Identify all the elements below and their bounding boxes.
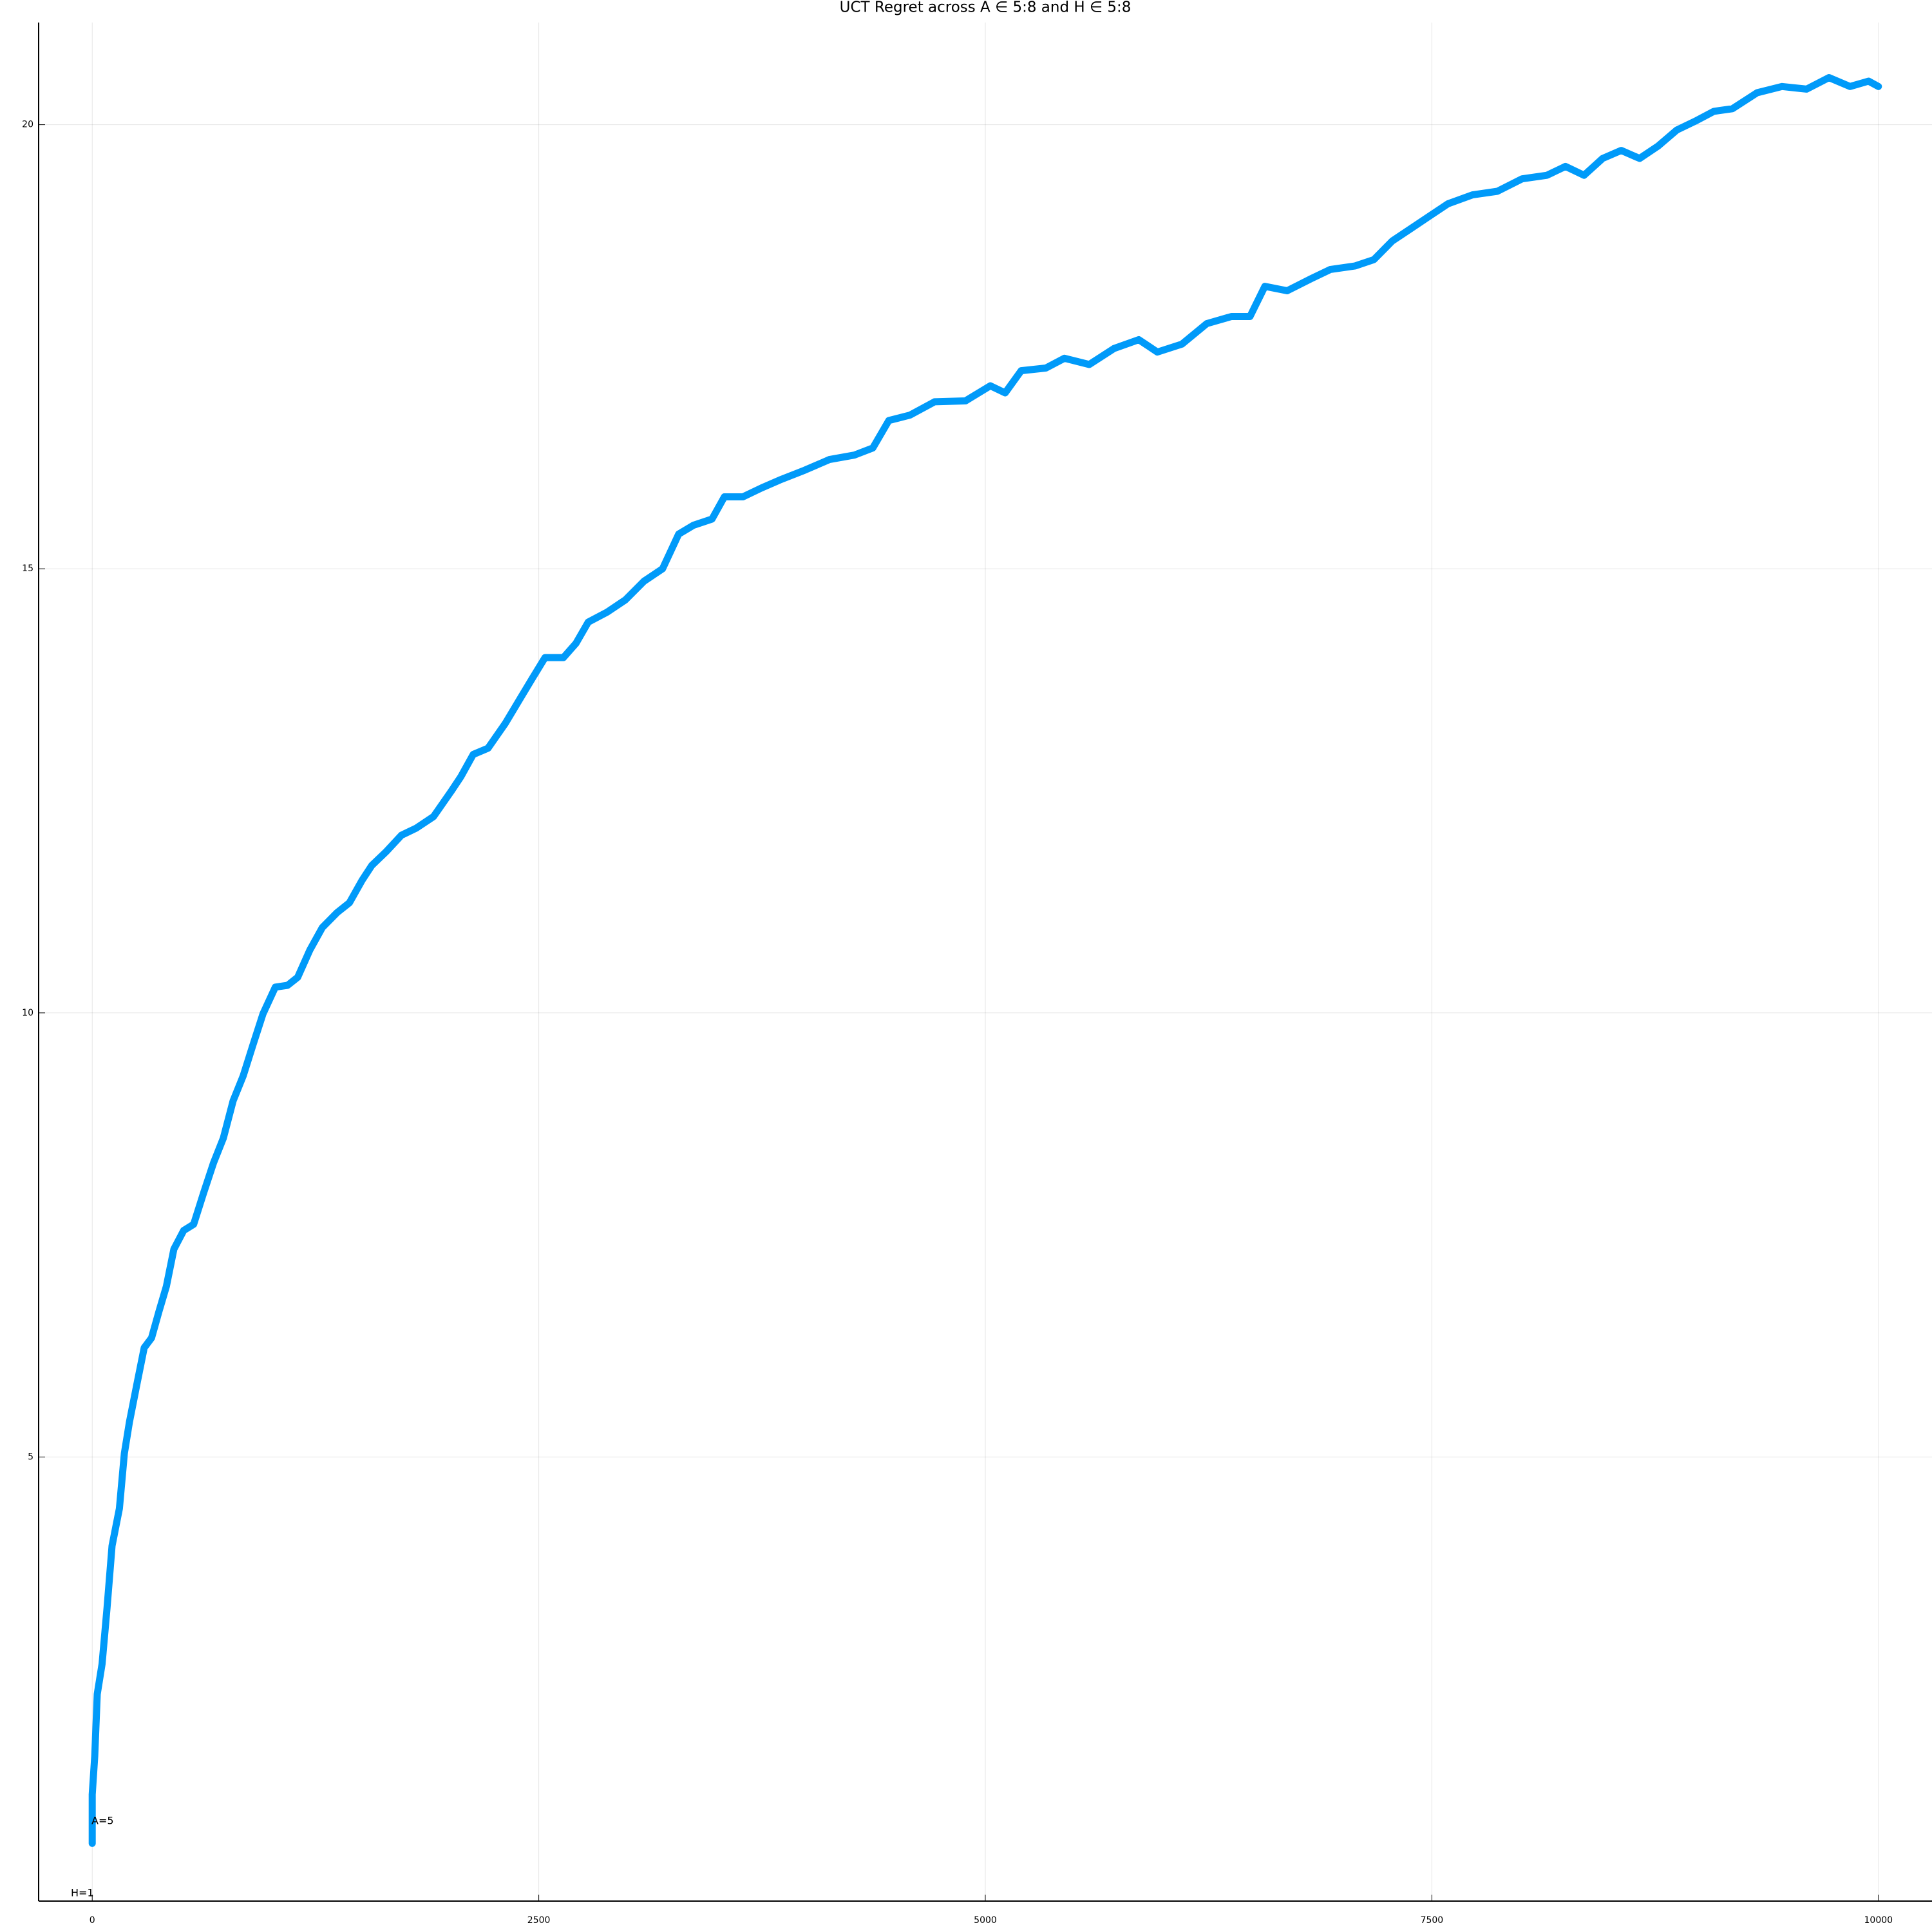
annotation: H=1 xyxy=(71,1887,94,1899)
y-tick-label: 10 xyxy=(22,1008,33,1018)
y-tick-label: 20 xyxy=(22,120,33,130)
data-line xyxy=(88,74,1882,1847)
x-tick-label: 7500 xyxy=(1421,1915,1444,1926)
chart-title: UCT Regret across A ∈ 5:8 and H ∈ 5:8 xyxy=(840,0,1132,16)
y-tick-label: 15 xyxy=(22,564,33,574)
annotation: A=5 xyxy=(91,1815,114,1827)
x-tick-label: 0 xyxy=(90,1915,95,1926)
x-tick-label: 5000 xyxy=(974,1915,997,1926)
x-tick-label: 10000 xyxy=(1864,1915,1893,1926)
x-tick-label: 2500 xyxy=(527,1915,551,1926)
y-tick-label: 5 xyxy=(28,1452,33,1462)
